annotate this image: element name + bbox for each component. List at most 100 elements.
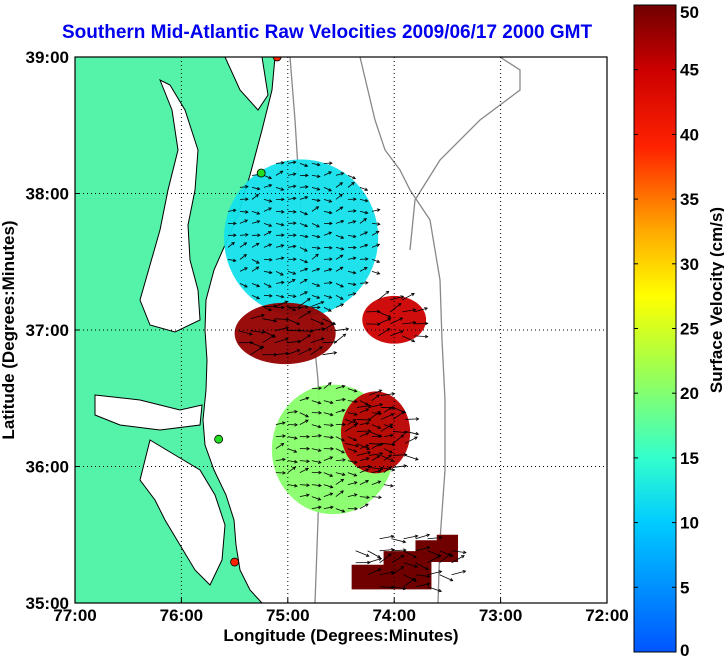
velocity-vector-head — [365, 480, 370, 484]
velocity-vector — [367, 550, 381, 558]
velocity-vector-head — [345, 327, 350, 331]
velocity-vector — [323, 506, 334, 509]
velocity-vector-head — [415, 417, 420, 421]
velocity-vector-head — [304, 211, 309, 216]
velocity-vector-head — [305, 173, 309, 178]
velocity-vector — [238, 330, 253, 335]
velocity-vector-head — [245, 185, 249, 189]
velocity-vector-head — [305, 185, 309, 189]
velocity-vector-head — [449, 578, 454, 582]
velocity-vector-head — [317, 305, 321, 310]
velocity-vector — [359, 267, 368, 272]
velocity-vector — [251, 194, 259, 200]
velocity-vector-head — [366, 421, 370, 426]
velocity-vector — [299, 460, 310, 462]
velocity-vector — [299, 494, 310, 497]
velocity-vector — [286, 318, 300, 325]
velocity-vector — [403, 535, 418, 540]
radar-station-marker — [272, 57, 282, 62]
velocity-vector-head — [329, 456, 334, 460]
velocity-vector — [379, 549, 394, 552]
velocity-vector-head — [293, 257, 297, 262]
velocity-vector — [391, 538, 406, 543]
velocity-vector-head — [329, 221, 333, 226]
velocity-vector-head — [377, 568, 382, 572]
velocity-vector-head — [367, 451, 372, 455]
velocity-vector-head — [256, 186, 261, 191]
velocity-vector — [311, 234, 320, 238]
velocity-vector-head — [376, 455, 381, 459]
velocity-vector — [311, 268, 320, 272]
velocity-vector-head — [316, 174, 321, 179]
velocity-vector-head — [256, 296, 261, 300]
velocity-vector-head — [273, 318, 278, 323]
velocity-vector-head — [364, 231, 369, 235]
velocity-vector — [275, 271, 284, 276]
velocity-vector — [359, 432, 369, 437]
velocity-vector-head — [329, 245, 333, 250]
velocity-vector — [275, 458, 286, 461]
velocity-vector — [371, 424, 381, 429]
velocity-vector — [427, 586, 442, 592]
velocity-vector — [391, 549, 406, 552]
velocity-vector — [251, 242, 260, 248]
colorbar-tick-label: 20 — [680, 384, 699, 403]
velocity-vector — [335, 436, 345, 442]
velocity-vector — [310, 338, 325, 344]
pamlico-sound — [139, 439, 226, 586]
velocity-vector-head — [412, 577, 416, 582]
velocity-vector — [379, 571, 394, 576]
velocity-vector-head — [329, 412, 334, 417]
velocity-vector — [263, 231, 272, 236]
velocity-vector-head — [268, 223, 273, 227]
velocity-vector-head — [306, 434, 311, 439]
velocity-vector-head — [249, 340, 254, 345]
velocity-vector — [287, 436, 298, 439]
velocity-vector-head — [318, 434, 322, 438]
velocity-vector — [404, 418, 419, 420]
velocity-vector-head — [391, 468, 396, 472]
velocity-vector-head — [447, 553, 452, 557]
velocity-vector — [335, 385, 345, 389]
velocity-vector — [299, 186, 308, 188]
velocity-vector-head — [268, 270, 273, 275]
velocity-vector-head — [280, 272, 284, 276]
velocity-vector-head — [233, 233, 237, 238]
velocity-vector-head — [269, 293, 273, 298]
velocity-vector — [392, 411, 405, 420]
velocity-vector — [367, 568, 381, 576]
velocity-vector-head — [306, 298, 311, 302]
velocity-vector-head — [342, 422, 347, 427]
velocity-vector-head — [268, 183, 273, 188]
velocity-vector — [371, 470, 382, 473]
velocity-vector-head — [341, 438, 345, 442]
velocity-vector — [402, 335, 415, 342]
velocity-vector — [299, 419, 309, 425]
velocity-vector — [299, 268, 308, 272]
velocity-vector-head — [354, 507, 359, 511]
velocity-vector — [239, 283, 248, 288]
velocity-vector-head — [317, 460, 322, 464]
velocity-vector — [251, 295, 260, 300]
bathymetry-contour — [359, 57, 446, 603]
velocity-vector-head — [328, 295, 333, 299]
velocity-vector — [335, 246, 344, 250]
velocity-vector — [383, 454, 392, 461]
velocity-vector — [299, 247, 308, 252]
x-axis-label: Longitude (Degrees:Minutes) — [223, 626, 458, 645]
velocity-vector — [263, 198, 272, 202]
velocity-vector-head — [292, 307, 297, 312]
velocity-vector — [347, 293, 356, 296]
velocity-vector — [275, 435, 286, 437]
velocity-vector — [298, 334, 311, 344]
velocity-vector-head — [413, 554, 417, 558]
velocity-vector-head — [328, 231, 333, 235]
velocity-vector — [263, 175, 272, 179]
velocity-vector-head — [367, 560, 371, 565]
velocity-vector-head — [293, 210, 297, 214]
velocity-vector-head — [268, 207, 272, 211]
velocity-vector — [299, 412, 309, 418]
velocity-vector — [227, 258, 236, 262]
velocity-vector — [347, 270, 356, 274]
x-tick-label: 75:00 — [266, 606, 309, 625]
